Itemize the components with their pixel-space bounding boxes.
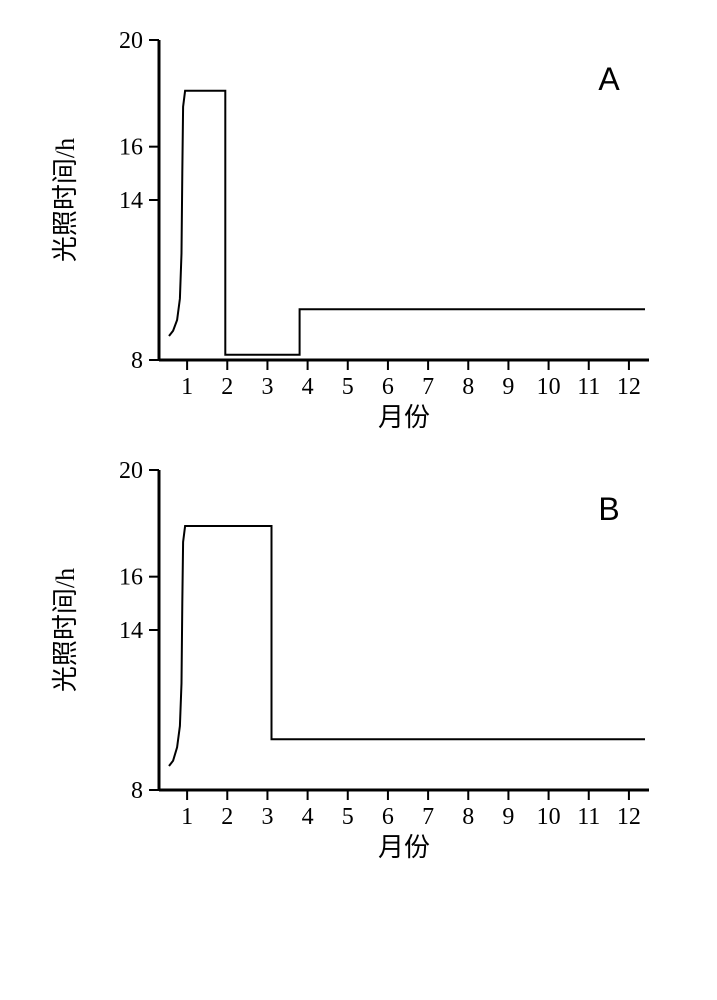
x-tick-label: 3: [261, 804, 273, 830]
y-tick-label: 20: [119, 458, 143, 484]
y-tick-label: 8: [131, 348, 143, 374]
y-tick-label: 14: [119, 618, 143, 644]
x-tick-label: 5: [341, 804, 353, 830]
chart-svg-a: 8141620123456789101112光照时间/h月份A: [39, 10, 679, 430]
x-tick-label: 6: [381, 374, 393, 400]
x-tick-label: 11: [577, 804, 600, 830]
x-tick-label: 8: [462, 804, 474, 830]
x-tick-label: 4: [301, 374, 313, 400]
x-tick-label: 6: [381, 804, 393, 830]
x-tick-label: 1: [181, 374, 193, 400]
x-tick-label: 12: [616, 804, 640, 830]
x-axis-label: 月份: [377, 403, 429, 430]
chart-panel-a: 8141620123456789101112光照时间/h月份A: [39, 10, 679, 430]
chart-panel-b: 8141620123456789101112光照时间/h月份B: [39, 440, 679, 860]
panel-label: B: [598, 491, 619, 527]
x-tick-label: 4: [301, 804, 313, 830]
x-tick-label: 9: [502, 374, 514, 400]
x-tick-label: 10: [536, 804, 560, 830]
y-axis-label: 光照时间/h: [51, 138, 80, 262]
x-tick-label: 5: [341, 374, 353, 400]
y-axis-label: 光照时间/h: [51, 568, 80, 692]
y-tick-label: 20: [119, 28, 143, 54]
x-tick-label: 9: [502, 804, 514, 830]
x-tick-label: 7: [422, 804, 434, 830]
x-axis-label: 月份: [377, 833, 429, 860]
panel-label: A: [598, 61, 620, 97]
y-tick-label: 8: [131, 778, 143, 804]
x-tick-label: 1: [181, 804, 193, 830]
chart-svg-b: 8141620123456789101112光照时间/h月份B: [39, 440, 679, 860]
x-tick-label: 2: [221, 374, 233, 400]
x-tick-label: 10: [536, 374, 560, 400]
x-tick-label: 2: [221, 804, 233, 830]
x-tick-label: 12: [616, 374, 640, 400]
y-tick-label: 16: [119, 135, 143, 161]
x-tick-label: 3: [261, 374, 273, 400]
y-tick-label: 14: [119, 188, 143, 214]
x-tick-label: 7: [422, 374, 434, 400]
x-tick-label: 11: [577, 374, 600, 400]
x-tick-label: 8: [462, 374, 474, 400]
y-tick-label: 16: [119, 565, 143, 591]
data-line: [169, 91, 645, 355]
data-line: [169, 526, 645, 766]
